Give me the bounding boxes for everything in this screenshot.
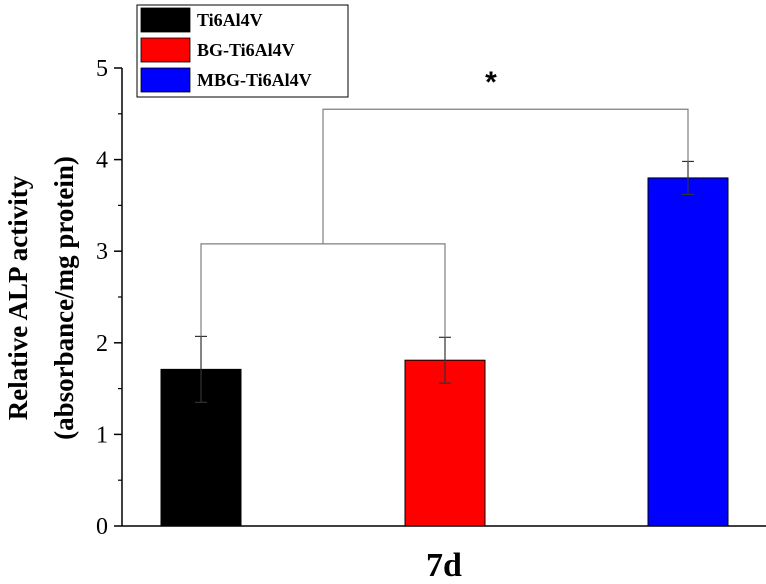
legend-label-BG-Ti6Al4V: BG-Ti6Al4V bbox=[197, 40, 295, 60]
significance-brackets bbox=[200, 108, 689, 338]
legend-label-Ti6Al4V: Ti6Al4V bbox=[197, 10, 263, 30]
x-axis-label: 7d bbox=[426, 547, 462, 584]
bar-BG-Ti6Al4V bbox=[404, 359, 486, 527]
legend-swatch-Ti6Al4V bbox=[140, 7, 191, 33]
legend-swatch-BG-Ti6Al4V bbox=[140, 37, 191, 63]
bracket-lower bbox=[200, 243, 446, 338]
significance-star: * bbox=[485, 66, 497, 99]
y-axis-label-line2: (absorbance/mg protein) bbox=[49, 156, 79, 440]
legend: Ti6Al4V BG-Ti6Al4V MBG-Ti6Al4V bbox=[136, 4, 349, 98]
y-axis-label-line1: Relative ALP activity bbox=[3, 175, 33, 420]
y-tick-label-1: 1 bbox=[96, 422, 108, 448]
bracket-upper bbox=[322, 108, 689, 244]
legend-swatch-MBG-Ti6Al4V bbox=[140, 67, 191, 93]
bar-MBG-Ti6Al4V bbox=[647, 177, 729, 527]
y-tick-label-3: 3 bbox=[96, 239, 108, 265]
bars bbox=[160, 160, 729, 527]
legend-label-MBG-Ti6Al4V: MBG-Ti6Al4V bbox=[197, 70, 312, 90]
y-tick-label-4: 4 bbox=[96, 148, 108, 174]
y-tick-label-0: 0 bbox=[96, 514, 108, 540]
y-tick-label-5: 5 bbox=[96, 56, 108, 82]
y-tick-label-2: 2 bbox=[96, 331, 108, 357]
